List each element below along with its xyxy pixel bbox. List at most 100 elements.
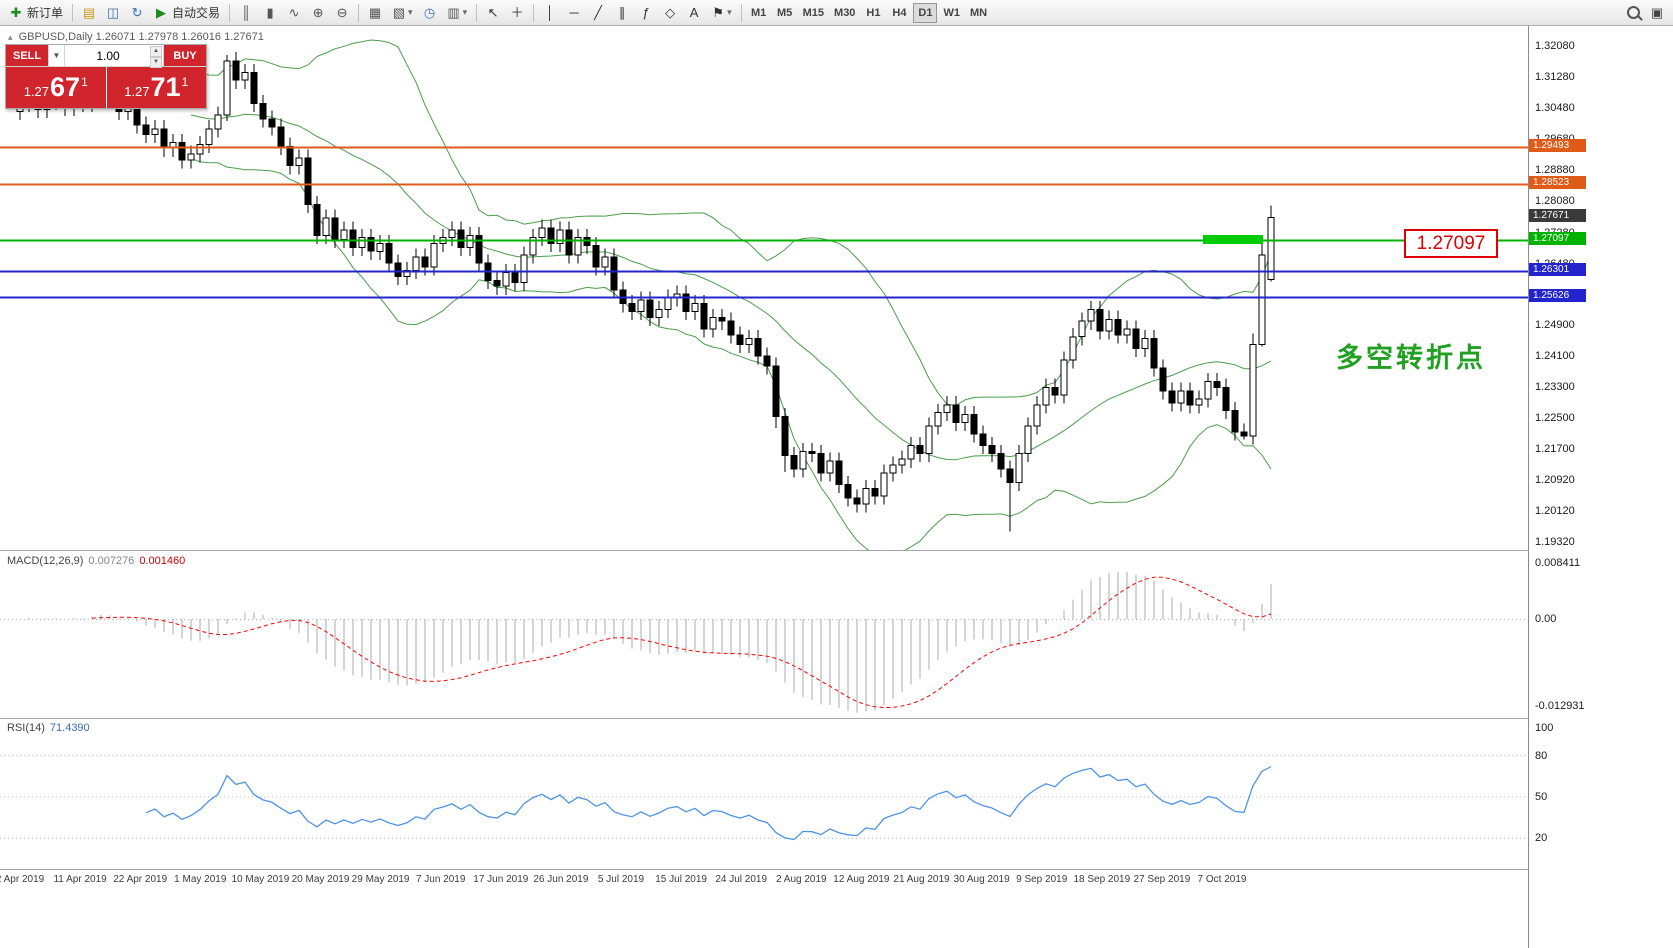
shapes-button[interactable]: ◇ [658,2,682,24]
macd-panel[interactable] [0,552,1528,718]
candles-chart-button[interactable]: ▮ [258,2,282,24]
horizontal-line-button[interactable]: ─ [562,2,586,24]
date-label: 7 Jun 2019 [415,874,466,885]
macd-signal-value: 0.001460 [139,555,186,567]
date-label: 26 Jun 2019 [533,874,589,885]
buy-button[interactable]: BUY [164,45,206,66]
date-label: 1 May 2019 [174,874,227,885]
volume-up-button[interactable]: ▲ [150,46,162,57]
new-chart-button[interactable]: ▧ ▾ [387,2,418,24]
zoom-in-button[interactable]: ⊕ [306,2,330,24]
profiles-button[interactable]: ◷ [418,2,442,24]
refresh-icon: ↻ [131,5,143,20]
horizontal-line-icon: ─ [569,5,579,20]
macd-main-value: 0.007276 [88,555,135,567]
date-label: 12 Aug 2019 [833,874,890,885]
timeframe-button-M5[interactable]: M5 [773,3,797,23]
chevron-down-icon: ▼ [52,51,61,60]
timeframe-button-M30[interactable]: M30 [830,3,859,23]
timeframe-button-MN[interactable]: MN [966,3,991,23]
refresh-button[interactable]: ↻ [125,2,149,24]
line-chart-button[interactable]: ∿ [282,2,306,24]
volume-input[interactable] [65,45,163,66]
timeframe-button-H4[interactable]: H4 [887,3,911,23]
chart-area: ▴ GBPUSD,Daily 1.26071 1.27978 1.26016 1… [0,26,1528,948]
market-watch-icon: ▤ [82,5,96,20]
ask-whole: 1.27 [124,84,150,99]
price-tick: 1.31280 [1535,71,1575,84]
window-layout-icon: ▣ [1650,5,1664,20]
autotrade-button[interactable]: ▶ 自动交易 [149,2,225,24]
shapes-icon: ◇ [665,5,676,20]
price-chart[interactable] [0,26,1528,550]
trendline-icon: ╱ [594,5,602,20]
price-badge: 1.26301 [1529,262,1586,276]
cursor-icon: ↖ [487,5,499,20]
price-badge: 1.25626 [1529,288,1586,302]
toolbar-divider [533,3,535,22]
price-tick: 1.20920 [1535,473,1575,486]
cursor-button[interactable]: ↖ [481,2,505,24]
zoom-out-button[interactable]: ⊖ [330,2,354,24]
sell-button[interactable]: SELL [6,45,48,66]
panel-divider[interactable] [0,550,1673,551]
search-button[interactable] [1622,2,1645,24]
symbol-name: GBPUSD,Daily [18,31,93,43]
buy-price-button[interactable]: 1.27 71 1 [106,67,206,108]
turning-point-annotation[interactable]: 多空转折点 [1336,343,1486,373]
macd-name: MACD(12,26,9) [7,555,84,567]
window-layout-button[interactable]: ▣ [1645,2,1669,24]
vertical-line-button[interactable]: │ [538,2,562,24]
tile-windows-button[interactable]: ▦ [363,2,387,24]
price-tick: 1.32080 [1535,40,1575,52]
date-label: 17 Jun 2019 [473,874,529,885]
symbol-ohlc: 1.26071 1.27978 1.26016 1.27671 [95,31,264,43]
text-tool-icon: A [689,5,699,20]
price-badge: 1.29493 [1529,138,1586,152]
new-order-button[interactable]: ✚ 新订单 [4,2,68,24]
timeframe-button-M15[interactable]: M15 [799,3,828,23]
fibonacci-button[interactable]: ƒ [634,2,658,24]
ask-pips: 71 [150,72,181,102]
arrow-label-icon: ⚑ [712,5,724,20]
navigator-icon: ◫ [106,5,120,20]
timeframe-button-H1[interactable]: H1 [861,3,885,23]
date-label: 11 Apr 2019 [53,874,107,885]
date-label: 9 Sep 2019 [1016,874,1068,885]
search-icon [1627,6,1640,19]
zoom-out-icon: ⊖ [336,5,348,20]
channel-button[interactable]: ∥ [610,2,634,24]
timeframe-button-W1[interactable]: W1 [939,3,964,23]
chevron-down-icon: ▾ [408,7,413,17]
price-annotation-box[interactable]: 1.27097 [1404,229,1498,258]
timeframe-button-M1[interactable]: M1 [747,3,771,23]
date-label: 10 May 2019 [231,874,290,885]
bars-chart-button[interactable]: ║ [234,2,258,24]
trendline-button[interactable]: ╱ [586,2,610,24]
price-axis: 1.320801.312801.304801.296801.288801.280… [1528,26,1673,948]
timeframe-button-D1[interactable]: D1 [913,2,938,23]
sell-price-button[interactable]: 1.27 67 1 [6,67,106,108]
symbol-triangle-icon: ▴ [8,32,13,42]
templates-button[interactable]: ▥ ▾ [442,2,473,24]
rsi-scale-tick: 50 [1535,791,1548,803]
navigator-button[interactable]: ◫ [101,2,125,24]
new-order-icon: ✚ [10,5,22,20]
market-watch-button[interactable]: ▤ [77,2,101,24]
order-type-dropdown[interactable]: ▼ [48,45,65,66]
bid-pips: 67 [50,72,81,102]
text-tool-button[interactable]: A [682,2,706,24]
crosshair-button[interactable]: ＋ [505,2,529,24]
panel-divider[interactable] [0,718,1673,719]
one-click-trading-panel: SELL ▼ ▲ ▼ BUY 1.27 67 1 [5,44,207,109]
autotrade-play-icon: ▶ [156,5,167,20]
date-label: 2 Apr 2019 [0,874,45,885]
fibonacci-icon: ƒ [642,5,650,20]
arrow-label-button[interactable]: ⚑ ▾ [706,2,737,24]
price-tick: 1.23300 [1535,381,1575,394]
date-label: 29 May 2019 [351,874,410,885]
volume-down-button[interactable]: ▼ [150,57,162,68]
rsi-panel[interactable] [0,719,1528,869]
price-tick: 1.19320 [1535,536,1575,548]
